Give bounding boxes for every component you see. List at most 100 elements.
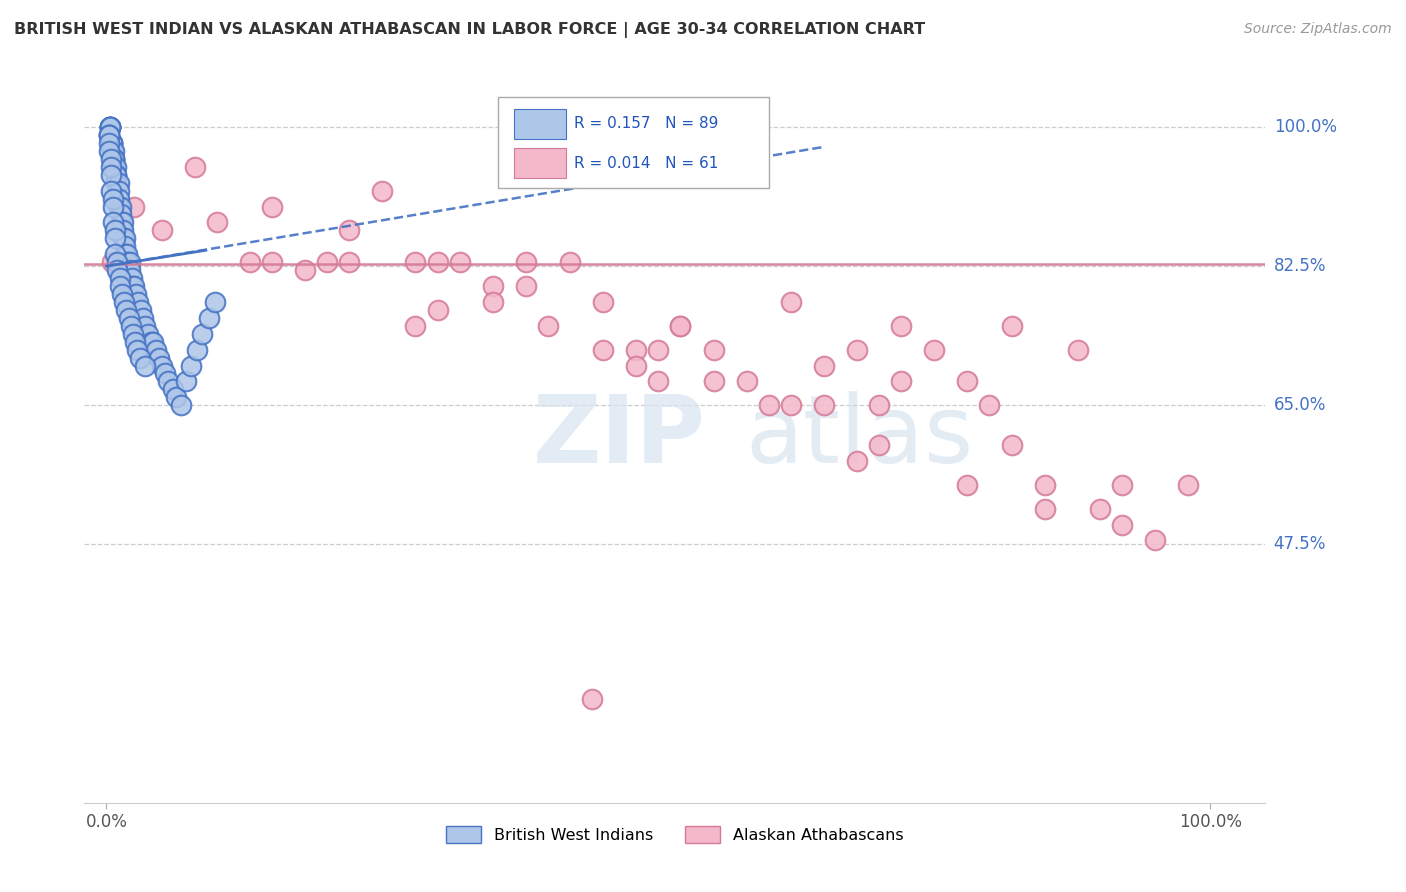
Point [170, 398, 193, 412]
FancyBboxPatch shape [515, 148, 565, 178]
Point [186, 343, 208, 357]
Point [107, 184, 129, 198]
Point [758, 398, 780, 412]
Point [103, 152, 125, 166]
Point [813, 359, 835, 373]
Point [117, 255, 139, 269]
Point [122, 200, 145, 214]
Point [956, 477, 979, 491]
Point [107, 200, 129, 214]
Point [104, 223, 127, 237]
Point [105, 176, 128, 190]
Point [121, 279, 143, 293]
Point [108, 271, 131, 285]
Point [592, 343, 614, 357]
Text: 100.0%: 100.0% [1274, 118, 1337, 136]
Point [101, 255, 124, 269]
Point [626, 359, 648, 373]
Point [98, 120, 121, 134]
Point [669, 318, 692, 333]
Point [120, 318, 142, 333]
Point [101, 136, 124, 150]
Point [294, 263, 316, 277]
Point [101, 192, 124, 206]
Point [110, 207, 132, 221]
Point [626, 343, 648, 357]
Point [101, 136, 124, 150]
Point [647, 343, 669, 357]
Point [138, 326, 160, 341]
Point [890, 318, 912, 333]
Point [702, 375, 724, 389]
Point [121, 271, 143, 285]
Point [97, 128, 120, 142]
Point [735, 375, 758, 389]
Point [1111, 477, 1133, 491]
Point [114, 239, 136, 253]
Point [165, 390, 187, 404]
Point [107, 176, 129, 190]
Point [184, 160, 207, 174]
Point [101, 136, 124, 150]
Point [405, 318, 427, 333]
Point [956, 375, 979, 389]
Point [537, 318, 560, 333]
Point [148, 351, 170, 365]
Point [114, 247, 136, 261]
Point [124, 334, 146, 349]
Point [558, 255, 581, 269]
Point [371, 184, 394, 198]
Point [592, 294, 614, 309]
Point [111, 287, 134, 301]
Point [103, 152, 125, 166]
Point [868, 438, 890, 452]
Point [204, 294, 226, 309]
Point [702, 343, 724, 357]
Point [846, 454, 869, 468]
Point [100, 184, 122, 198]
Point [101, 215, 124, 229]
Point [110, 200, 132, 214]
Point [98, 120, 121, 134]
Point [117, 247, 139, 261]
Point [145, 343, 167, 357]
Point [239, 255, 262, 269]
Point [122, 326, 145, 341]
Point [101, 200, 124, 214]
Point [260, 200, 283, 214]
Point [890, 375, 912, 389]
Point [104, 231, 127, 245]
Point [449, 255, 471, 269]
Point [153, 367, 176, 381]
FancyBboxPatch shape [498, 97, 769, 188]
Point [107, 255, 129, 269]
Point [142, 334, 165, 349]
Point [97, 128, 120, 142]
Point [115, 302, 138, 317]
Point [180, 359, 202, 373]
Point [515, 279, 537, 293]
Point [101, 144, 124, 158]
Point [1000, 438, 1022, 452]
Point [97, 144, 120, 158]
Point [111, 231, 134, 245]
Point [111, 215, 134, 229]
Point [581, 692, 603, 706]
Point [481, 279, 503, 293]
Point [103, 152, 125, 166]
Text: 47.5%: 47.5% [1274, 535, 1326, 553]
Point [105, 168, 128, 182]
Text: BRITISH WEST INDIAN VS ALASKAN ATHABASCAN IN LABOR FORCE | AGE 30-34 CORRELATION: BRITISH WEST INDIAN VS ALASKAN ATHABASCA… [14, 22, 925, 38]
Point [868, 398, 890, 412]
Text: atlas: atlas [745, 391, 974, 483]
Point [260, 255, 283, 269]
Point [316, 255, 339, 269]
Point [134, 318, 156, 333]
Point [112, 294, 135, 309]
Point [481, 294, 503, 309]
Point [114, 231, 136, 245]
Point [118, 255, 141, 269]
Text: R = 0.157   N = 89: R = 0.157 N = 89 [574, 117, 718, 131]
Point [174, 375, 197, 389]
Text: 65.0%: 65.0% [1274, 396, 1326, 414]
